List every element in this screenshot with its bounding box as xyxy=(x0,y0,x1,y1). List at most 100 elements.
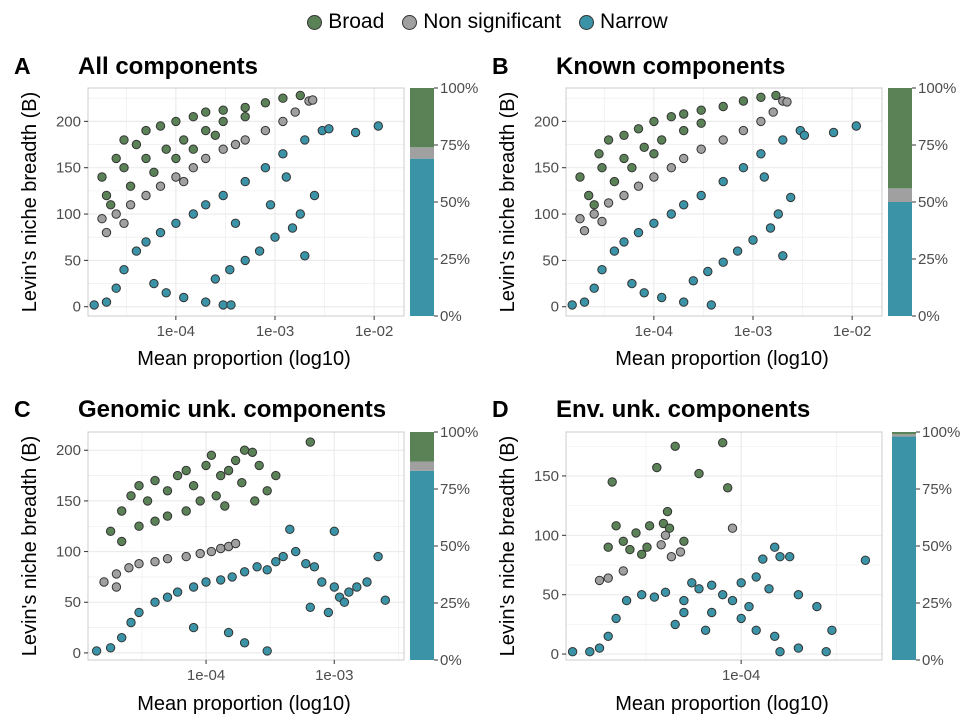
point-narrow xyxy=(860,555,871,565)
point-broad xyxy=(718,438,728,448)
point-narrow xyxy=(775,647,785,657)
point-narrow xyxy=(758,554,768,564)
point-broad xyxy=(679,109,689,119)
point-broad xyxy=(652,462,662,473)
legend-swatch-nonsig xyxy=(402,14,418,30)
point-narrow xyxy=(300,251,310,261)
bar-tick-label: 75% xyxy=(440,137,470,154)
point-narrow xyxy=(744,601,754,612)
point-broad xyxy=(188,112,199,122)
point-broad xyxy=(155,121,166,131)
plot-frame xyxy=(87,431,405,661)
point-narrow xyxy=(773,209,783,219)
point-narrow xyxy=(812,601,822,612)
bar-tick-label: 50% xyxy=(922,538,952,555)
point-narrow xyxy=(362,577,372,587)
y-tick-label: 100 xyxy=(56,544,81,561)
legend-item-broad: Broad xyxy=(307,10,384,34)
point-narrow xyxy=(821,647,831,657)
point-narrow xyxy=(223,627,234,638)
point-broad xyxy=(631,528,641,538)
point-broad xyxy=(188,481,199,491)
point-broad xyxy=(117,506,127,516)
plot-background xyxy=(88,432,404,660)
x-tick-label: 1e-04 xyxy=(722,667,760,684)
point-narrow xyxy=(201,577,211,587)
point-narrow xyxy=(270,232,280,242)
point-broad xyxy=(607,477,617,487)
point-narrow xyxy=(666,209,676,219)
x-axis-title: Mean proportion (log10) xyxy=(137,348,350,370)
point-narrow xyxy=(738,163,749,173)
panel-c: C Genomic unk. components 0 50 100 150 200 1e-0… xyxy=(14,396,478,715)
panel-title: Env. unk. components xyxy=(556,396,810,423)
y-axis-title: Levin's niche breadth (B) xyxy=(497,92,519,313)
y-tick-label: 150 xyxy=(534,160,559,177)
point-broad xyxy=(575,172,585,182)
bar-segment-broad xyxy=(892,432,916,435)
point-broad xyxy=(609,176,620,187)
point-broad xyxy=(125,181,136,191)
point-narrow xyxy=(756,149,766,159)
point-non-significant xyxy=(618,566,628,576)
point-narrow xyxy=(227,572,237,582)
point-broad xyxy=(627,163,637,173)
y-tick-label: 150 xyxy=(534,468,559,485)
x-axis-title: Mean proportion (log10) xyxy=(137,693,350,715)
point-non-significant xyxy=(260,125,271,136)
point-narrow xyxy=(309,562,320,572)
panel-title: All components xyxy=(78,53,258,80)
point-broad xyxy=(696,118,706,128)
y-axis-title: Levin's niche breadth (B) xyxy=(19,436,41,657)
point-narrow xyxy=(291,546,301,557)
y-tick-label: 0 xyxy=(551,299,559,316)
point-broad xyxy=(161,144,171,154)
point-narrow xyxy=(239,567,250,577)
point-broad xyxy=(618,536,628,546)
point-non-significant xyxy=(696,144,706,154)
x-axis-title: Mean proportion (log10) xyxy=(615,348,828,370)
bar-tick-label: 0% xyxy=(918,308,940,325)
point-non-significant xyxy=(727,523,738,533)
point-broad xyxy=(150,516,160,526)
plot-background xyxy=(566,432,882,660)
point-narrow xyxy=(285,524,295,534)
point-broad xyxy=(134,521,144,531)
scatter-points xyxy=(567,438,871,657)
point-narrow xyxy=(141,237,151,247)
point-non-significant xyxy=(240,135,250,145)
point-narrow xyxy=(707,607,717,618)
point-broad xyxy=(597,163,607,173)
point-narrow xyxy=(188,582,199,592)
legend-label-broad: Broad xyxy=(328,10,385,33)
bar-segment-non-significant xyxy=(410,461,434,471)
bar-segment-narrow xyxy=(892,436,916,660)
point-broad xyxy=(218,116,228,127)
point-non-significant xyxy=(141,190,151,201)
point-narrow xyxy=(218,300,228,310)
y-tick-label: 100 xyxy=(534,527,559,544)
point-narrow xyxy=(751,625,761,635)
point-narrow xyxy=(262,646,272,656)
bar-tick-label: 75% xyxy=(918,137,948,154)
bar-tick-label: 25% xyxy=(922,595,952,612)
point-non-significant xyxy=(111,209,121,219)
point-non-significant xyxy=(619,190,629,201)
point-narrow xyxy=(300,135,310,145)
legend-item-nonsig: Non significant xyxy=(402,10,561,34)
point-narrow xyxy=(703,266,713,277)
point-narrow xyxy=(323,607,334,618)
point-broad xyxy=(150,475,160,486)
point-broad xyxy=(633,124,644,134)
point-non-significant xyxy=(603,573,613,583)
point-broad xyxy=(254,460,264,471)
point-broad xyxy=(603,135,614,145)
point-narrow xyxy=(603,631,613,641)
panel-a: A All components 0 50 100 150 200 1e-04 1e-03 1e-… xyxy=(14,53,478,370)
point-non-significant xyxy=(679,153,689,164)
point-broad xyxy=(201,107,211,117)
x-axis-title: Mean proportion (log10) xyxy=(615,693,828,715)
point-narrow xyxy=(131,246,142,256)
point-non-significant xyxy=(124,563,134,573)
point-narrow xyxy=(619,237,629,247)
